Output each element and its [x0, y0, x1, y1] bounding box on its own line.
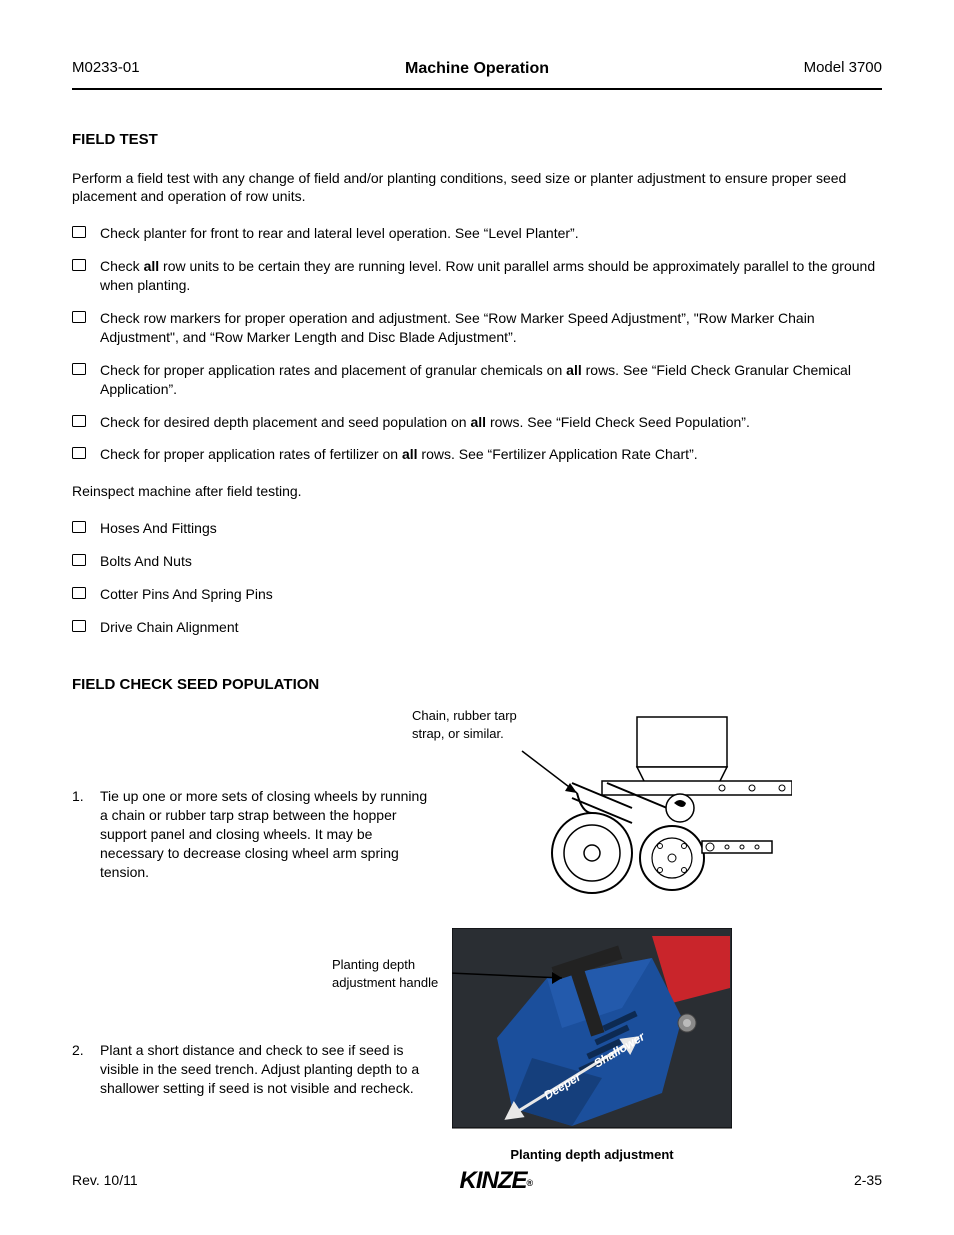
check-text: Check for desired depth placement and se… [100, 414, 470, 430]
seed-pop-steps: Tie up one or more sets of closing wheel… [72, 787, 432, 881]
check-item: Check for proper application rates and p… [72, 361, 882, 399]
footer-rev: Rev. 10/11 [72, 1171, 138, 1190]
step-1: Tie up one or more sets of closing wheel… [72, 787, 432, 881]
row-unit-diagram [452, 713, 792, 908]
check-item: Bolts And Nuts [72, 552, 882, 571]
page-header: M0233-01 Machine Operation Model 3700 [72, 58, 882, 78]
section-seed-pop-title: FIELD CHECK SEED POPULATION [72, 675, 882, 695]
figure-row-unit: Chain, rubber tarp strap, or similar. [452, 713, 792, 908]
field-test-intro: Perform a field test with any change of … [72, 169, 882, 207]
check-bold: all [470, 414, 486, 430]
fig1-callout-label: Chain, rubber tarp strap, or similar. [412, 707, 542, 742]
check-text: row units to be certain they are running… [100, 258, 875, 293]
check-text: Check for proper application rates and p… [100, 362, 566, 378]
check-item: Drive Chain Alignment [72, 618, 882, 637]
depth-adjust-photo: Deeper Shallower [452, 928, 732, 1138]
logo-text: KINZE [459, 1167, 526, 1194]
check-text: Cotter Pins And Spring Pins [100, 586, 273, 602]
header-section-title: Machine Operation [405, 58, 549, 80]
check-item: Cotter Pins And Spring Pins [72, 585, 882, 604]
reinspect-checklist: Hoses And Fittings Bolts And Nuts Cotter… [72, 519, 882, 637]
check-item: Check all row units to be certain they a… [72, 257, 882, 295]
check-text: rows. See “Fertilizer Application Rate C… [418, 446, 698, 462]
check-item: Check for proper application rates of fe… [72, 445, 882, 464]
check-item: Check planter for front to rear and late… [72, 224, 882, 243]
check-text: Check planter for front to rear and late… [100, 225, 579, 241]
check-text: Check for proper application rates of fe… [100, 446, 402, 462]
footer-logo: KINZE® [459, 1165, 532, 1197]
section-field-test-title: FIELD TEST [72, 130, 882, 150]
header-divider [72, 88, 882, 90]
check-bold: all [566, 362, 582, 378]
page-footer: Rev. 10/11 KINZE® 2-35 [72, 1165, 882, 1197]
footer-page-number: 2-35 [854, 1171, 882, 1190]
header-doc-id: M0233-01 [72, 58, 140, 78]
fig2-callout-label: Planting depth adjustment handle [332, 956, 452, 991]
check-bold: all [144, 258, 160, 274]
logo-reg-icon: ® [526, 1178, 532, 1188]
seed-pop-steps-2: Plant a short distance and check to see … [72, 1041, 432, 1098]
check-bold: all [402, 446, 418, 462]
check-text: Check row markers for proper operation a… [100, 310, 815, 345]
check-item: Check row markers for proper operation a… [72, 309, 882, 347]
header-model: Model 3700 [804, 58, 882, 78]
reinspect-text: Reinspect machine after field testing. [72, 482, 882, 501]
check-text: Hoses And Fittings [100, 520, 217, 536]
check-text: rows. See “Field Check Seed Population”. [486, 414, 750, 430]
check-text: Check [100, 258, 144, 274]
field-test-checklist: Check planter for front to rear and late… [72, 224, 882, 464]
step-2: Plant a short distance and check to see … [72, 1041, 432, 1098]
check-text: Bolts And Nuts [100, 553, 192, 569]
check-text: Drive Chain Alignment [100, 619, 239, 635]
figure-depth-adjust: Planting depth adjustment handle [452, 928, 732, 1164]
check-item: Hoses And Fittings [72, 519, 882, 538]
check-item: Check for desired depth placement and se… [72, 413, 882, 432]
fig2-caption: Planting depth adjustment [452, 1146, 732, 1164]
